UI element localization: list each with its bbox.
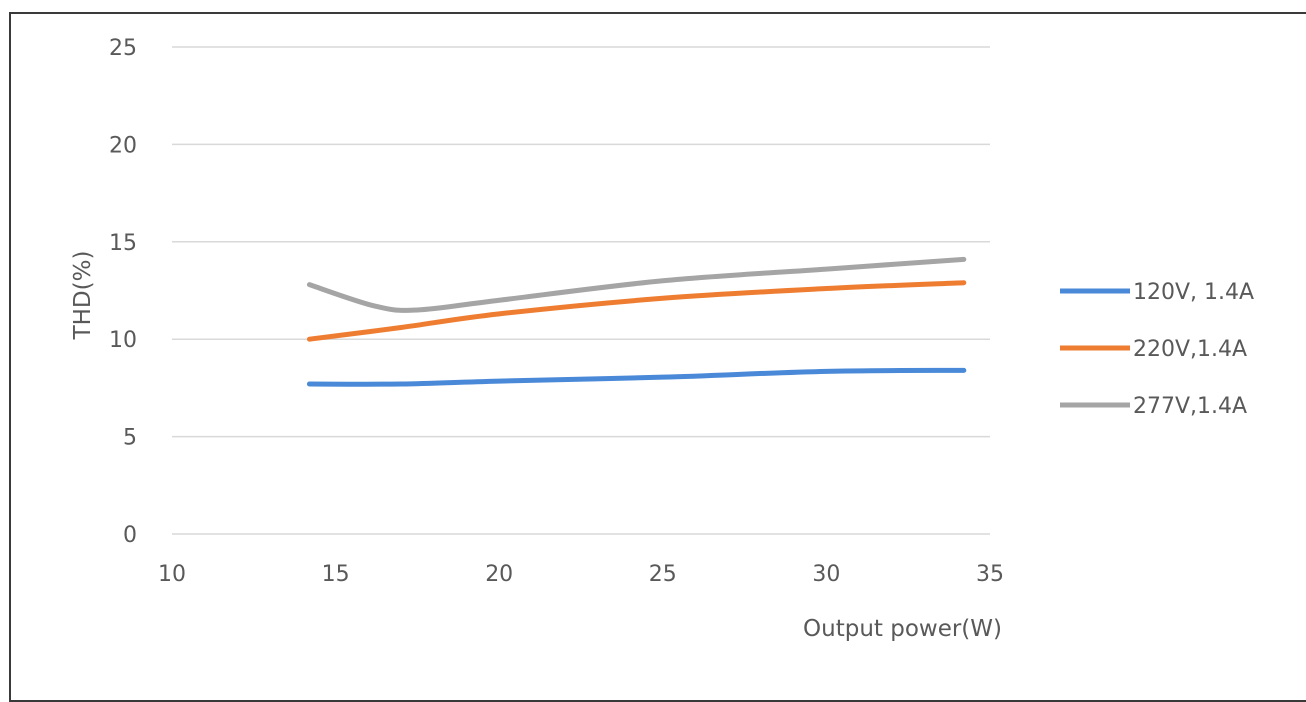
series-lines [306,256,967,387]
x-tick-label: 35 [976,562,1004,587]
x-tick-label: 30 [812,562,840,587]
chart-frame [9,12,1306,702]
y-tick-label: 25 [109,36,137,61]
x-tick-label: 25 [649,562,677,587]
legend-label-2: 277V,1.4A [1133,394,1247,419]
y-tick-label: 10 [109,328,137,353]
legend-label-1: 220V,1.4A [1133,337,1247,362]
y-tick-label: 15 [109,231,137,256]
y-tick-label: 0 [123,523,137,548]
line-chart: 0 5 10 15 20 25 10 15 20 25 30 35 THD(%) Output po… [70,36,1254,642]
y-tick-label: 5 [123,426,137,451]
x-axis-title: Output power(W) [803,616,1002,642]
y-axis-title: THD(%) [70,251,96,341]
x-axis-ticks: 10 15 20 25 30 35 [158,562,1004,587]
series-line-1 [306,280,967,342]
x-tick-label: 20 [485,562,513,587]
series-line-2 [306,256,967,313]
y-tick-label: 20 [109,133,137,158]
x-tick-label: 10 [158,562,186,587]
legend: 120V, 1.4A 220V,1.4A 277V,1.4A [1060,280,1254,419]
series-line-0 [306,367,967,387]
x-tick-label: 15 [322,562,350,587]
y-axis-ticks: 0 5 10 15 20 25 [109,36,137,548]
legend-label-0: 120V, 1.4A [1133,280,1254,305]
